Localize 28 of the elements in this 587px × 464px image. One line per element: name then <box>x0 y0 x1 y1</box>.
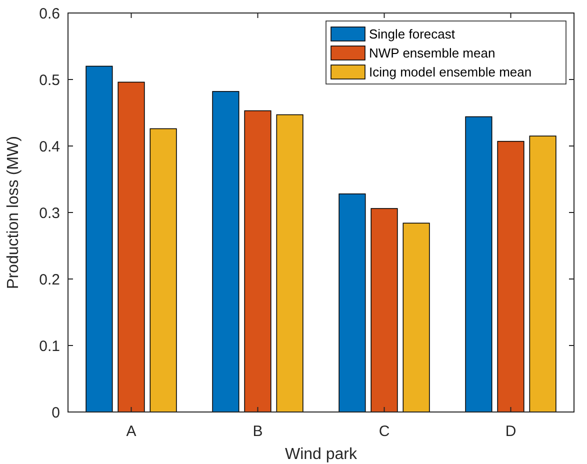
bar <box>529 136 556 412</box>
bar <box>244 110 272 412</box>
bar <box>212 91 240 412</box>
x-axis-title: Wind park <box>284 446 358 463</box>
bar <box>276 114 304 412</box>
y-axis-title: Production loss (MW) <box>5 136 22 289</box>
bar <box>497 140 524 412</box>
y-tick-label: 0 <box>52 404 60 422</box>
y-tick-label: 0.2 <box>39 271 60 288</box>
legend-label: Icing model ensemble mean <box>369 64 532 80</box>
bar <box>86 66 113 412</box>
bar <box>150 128 177 412</box>
y-tick-label: 0.5 <box>39 72 60 89</box>
bar <box>338 193 366 412</box>
legend-label: NWP ensemble mean <box>369 46 496 61</box>
bar <box>465 116 492 412</box>
bar <box>370 208 398 412</box>
x-tick-label: D <box>505 423 516 440</box>
y-tick-label: 0.4 <box>39 138 60 156</box>
x-tick-label: A <box>126 423 136 440</box>
legend-label: Single forecast <box>369 26 456 42</box>
y-tick-label: 0.6 <box>39 5 60 22</box>
y-tick-label: 0.1 <box>39 338 60 355</box>
x-tick-label: C <box>378 423 390 440</box>
bar <box>402 222 430 412</box>
y-tick-label: 0.3 <box>39 204 60 222</box>
bar <box>118 82 145 412</box>
x-tick-label: B <box>252 423 263 440</box>
